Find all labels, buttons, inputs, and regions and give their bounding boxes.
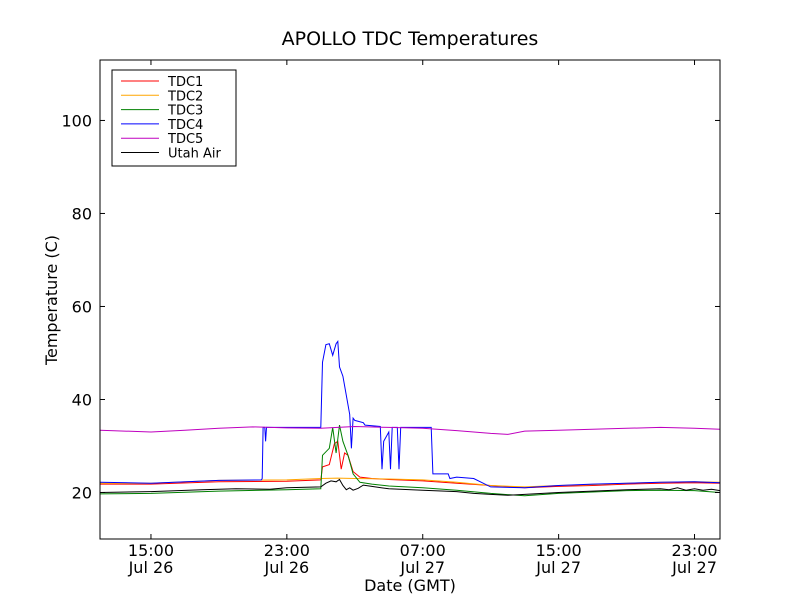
chart-title: APOLLO TDC Temperatures xyxy=(282,28,539,50)
y-tick-label: 100 xyxy=(61,111,92,130)
x-tick-label-time: 15:00 xyxy=(536,541,582,560)
legend-label-tdc1: TDC1 xyxy=(167,75,203,90)
x-axis-label: Date (GMT) xyxy=(364,576,456,595)
x-tick-label-date: Jul 27 xyxy=(399,558,445,577)
x-tick-label-time: 07:00 xyxy=(400,541,446,560)
legend-label-tdc3: TDC3 xyxy=(167,104,203,119)
legend-label-utah-air: Utah Air xyxy=(168,147,221,162)
x-tick-label-time: 23:00 xyxy=(264,541,310,560)
y-axis-label: Temperature (C) xyxy=(42,235,61,366)
x-tick-label-date: Jul 27 xyxy=(671,558,717,577)
series-layer xyxy=(99,340,721,497)
x-tick-label-date: Jul 27 xyxy=(535,558,581,577)
x-tick-label-date: Jul 26 xyxy=(263,558,309,577)
series-line-utah-air xyxy=(99,478,721,496)
series-line-tdc3 xyxy=(99,424,721,497)
legend-label-tdc5: TDC5 xyxy=(167,132,203,147)
y-tick-label: 80 xyxy=(72,204,92,223)
y-tick-label: 20 xyxy=(72,483,92,502)
series-line-tdc5 xyxy=(99,425,721,435)
legend-box xyxy=(111,69,237,167)
y-tick-label: 60 xyxy=(72,297,92,316)
y-axis-ticks: 20 40 60 80 100 xyxy=(61,111,720,502)
series-line-tdc4 xyxy=(99,340,721,489)
x-tick-label-date: Jul 26 xyxy=(128,558,174,577)
x-tick-label-time: 23:00 xyxy=(671,541,717,560)
legend-label-tdc4: TDC4 xyxy=(167,118,203,133)
y-tick-label: 40 xyxy=(72,390,92,409)
legend-label-tdc2: TDC2 xyxy=(167,89,203,104)
x-tick-label-time: 15:00 xyxy=(128,541,174,560)
plot-frame xyxy=(99,59,721,540)
